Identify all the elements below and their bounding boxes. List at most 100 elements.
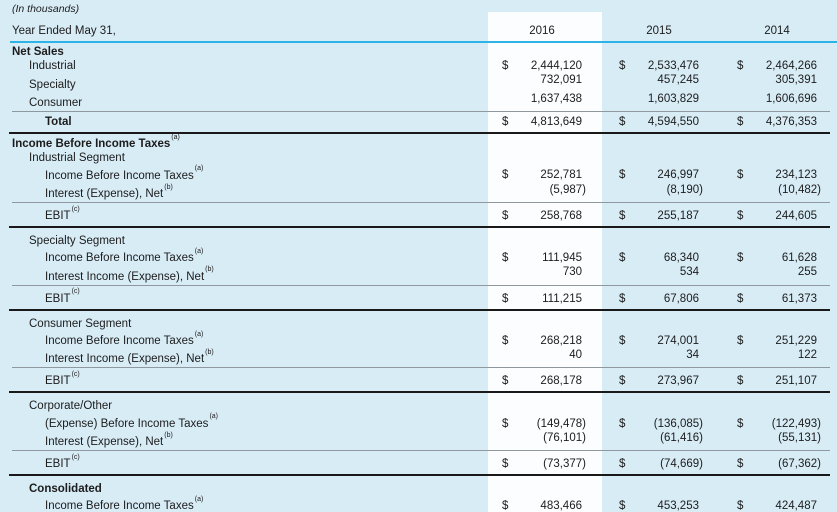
section-header-row: Income Before Income Taxes(a) <box>0 134 837 151</box>
footnote-marker: (b) <box>164 183 173 191</box>
value: (61,416) <box>660 431 703 444</box>
section-header-row: Consolidated <box>0 482 837 496</box>
value: 246,997 <box>657 169 699 182</box>
value-cell: 255 <box>737 265 817 279</box>
data-row: Interest (Expense), Net(b) (5,987) (8,190)… <box>0 183 837 201</box>
dollar-sign: $ <box>619 292 626 305</box>
value-cell: (10,482) <box>737 183 821 197</box>
row-label: Income Before Income Taxes(a) <box>12 133 180 151</box>
value: 453,253 <box>657 500 699 512</box>
value-cell: $273,967 <box>619 374 699 388</box>
row-label: Industrial Segment <box>29 152 125 165</box>
dollar-sign: $ <box>619 209 626 222</box>
value-cell: (5,987) <box>502 183 586 197</box>
row-label: Corporate/Other <box>29 400 113 413</box>
data-row: (Expense) Before Income Taxes(a) $ (149,47… <box>0 413 837 431</box>
value-cell: 1,603,829 <box>619 92 699 106</box>
footnote-marker: (b) <box>205 266 214 274</box>
segment-header-row: Specialty Segment <box>0 234 837 248</box>
total-row: EBIT(c) $ (73,377) $ (74,669) $ (67,362) <box>0 452 837 473</box>
data-row: Interest (Expense), Net(b) (76,101) (61,41… <box>0 431 837 449</box>
value-cell: $4,376,353 <box>737 115 817 129</box>
dollar-sign: $ <box>619 417 626 430</box>
dollar-sign: $ <box>737 500 744 512</box>
dollar-sign: $ <box>502 169 509 182</box>
footnote-marker: (a) <box>194 330 204 338</box>
row-label: Interest Income (Expense), Net(b) <box>45 348 214 366</box>
value: 732,091 <box>540 74 582 87</box>
dollar-sign: $ <box>502 500 509 512</box>
value: (136,085) <box>653 417 703 430</box>
value-cell: 457,245 <box>619 73 699 87</box>
segment-header-row: Industrial Segment <box>0 151 837 165</box>
row-label: Net Sales <box>12 46 64 58</box>
total-row: Total $4,813,649 $4,594,550 $4,376,353 <box>0 113 837 131</box>
value-cell: 34 <box>619 348 699 362</box>
table-header-row: Year Ended May 31, 2016 2015 2014 <box>0 16 837 41</box>
value-cell: $268,178 <box>502 374 582 388</box>
year-column-2014: 2014 <box>764 25 790 37</box>
footnote-marker: (c) <box>71 205 80 213</box>
row-label: EBIT(c) <box>45 205 80 222</box>
value: 67,806 <box>663 292 699 305</box>
dollar-sign: $ <box>619 169 626 182</box>
value-cell: 305,391 <box>737 73 817 87</box>
divider-thin <box>12 367 830 369</box>
data-row: Income Before Income Taxes(a) $111,945 $68… <box>0 248 837 265</box>
value: 4,594,550 <box>647 116 699 129</box>
value: 268,218 <box>540 334 582 347</box>
section-header-row: Net Sales <box>0 45 837 59</box>
value-cell: $ (74,669) <box>619 457 703 471</box>
value-cell: $274,001 <box>619 334 699 348</box>
value: 1,637,438 <box>530 92 582 105</box>
value: 244,605 <box>775 209 817 222</box>
value-cell: 730 <box>502 265 582 279</box>
dollar-sign: $ <box>737 209 744 222</box>
value: (122,493) <box>771 417 821 430</box>
value-cell: $424,487 <box>737 499 817 512</box>
row-label: Income Before Income Taxes(a) <box>45 330 204 347</box>
row-label: EBIT(c) <box>45 453 80 470</box>
value-cell: $ (73,377) <box>502 457 586 471</box>
dollar-sign: $ <box>737 116 744 129</box>
value-cell: $4,594,550 <box>619 115 699 129</box>
value: 534 <box>679 266 699 279</box>
value: 255 <box>797 266 817 279</box>
dollar-sign: $ <box>502 375 509 388</box>
value-cell: (76,101) <box>502 431 586 445</box>
value: 1,606,696 <box>765 92 817 105</box>
divider-thick <box>9 308 830 311</box>
value-cell: 732,091 <box>502 73 582 87</box>
value-cell: $111,215 <box>502 292 582 306</box>
dollar-sign: $ <box>502 417 509 430</box>
value: 730 <box>562 266 582 279</box>
value-cell: $268,218 <box>502 334 582 348</box>
footnote-marker: (a) <box>194 495 204 503</box>
divider-thin <box>12 450 830 452</box>
table-body: Net Sales Industrial $2,444,120 $2,533,476 $… <box>0 45 837 512</box>
dollar-sign: $ <box>502 334 509 347</box>
value: 234,123 <box>775 169 817 182</box>
value: (8,190) <box>666 183 703 196</box>
data-row: Interest Income (Expense), Net(b) 40 34 122 <box>0 348 837 366</box>
value-cell: $ (122,493) <box>737 417 821 431</box>
value: 2,464,266 <box>765 60 817 73</box>
value-cell: $4,813,649 <box>502 115 582 129</box>
value-cell: (55,131) <box>737 431 821 445</box>
value-cell: 122 <box>737 348 817 362</box>
header-rule <box>10 41 837 43</box>
divider-thick <box>9 391 830 394</box>
value: 4,813,649 <box>530 116 582 129</box>
row-label: Interest (Expense), Net(b) <box>45 183 173 200</box>
data-row: Interest Income (Expense), Net(b) 730 534 2… <box>0 265 837 283</box>
value-cell: $453,253 <box>619 499 699 512</box>
dollar-sign: $ <box>619 457 626 470</box>
footnote-marker: (b) <box>205 348 214 356</box>
value-cell: $2,533,476 <box>619 59 699 73</box>
dollar-sign: $ <box>502 209 509 222</box>
value-cell: $246,997 <box>619 168 699 182</box>
divider-thin <box>12 284 830 286</box>
row-label: Interest (Expense), Net(b) <box>45 431 173 448</box>
divider-thick <box>9 132 830 135</box>
